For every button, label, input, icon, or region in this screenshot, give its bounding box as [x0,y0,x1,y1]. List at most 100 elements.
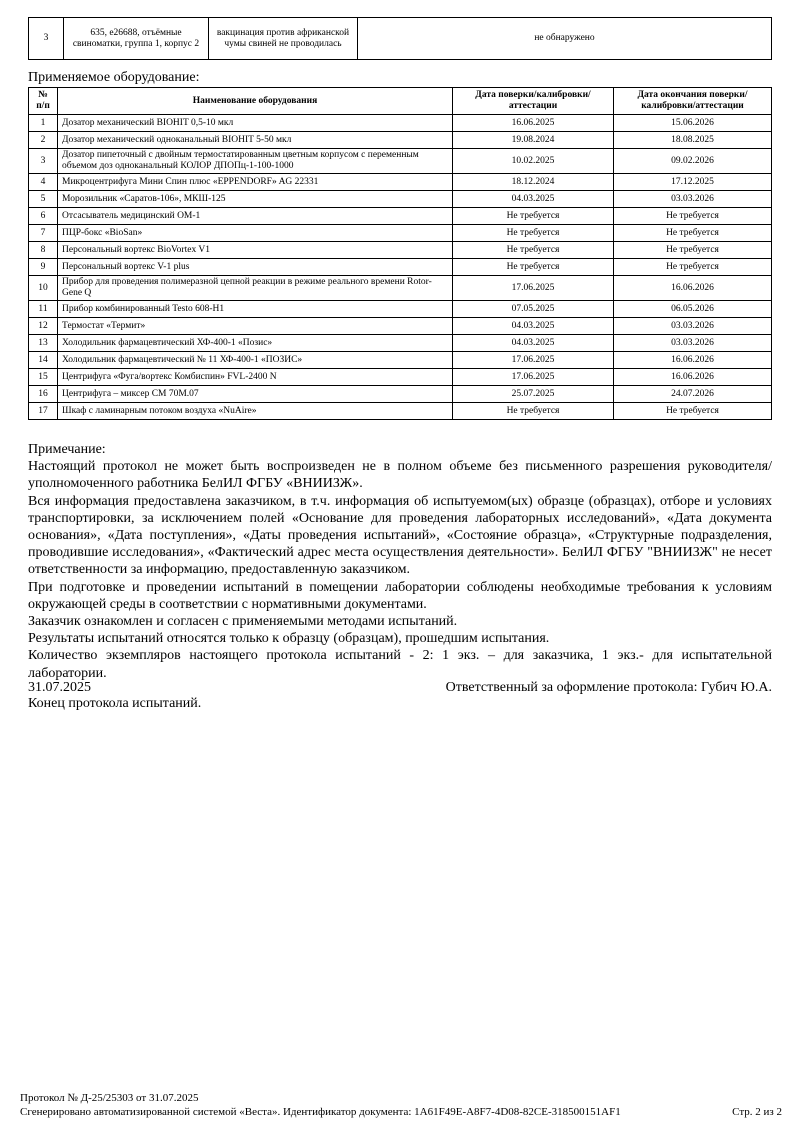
header-name: Наименование оборудования [57,87,453,115]
expiry-date: 16.06.2026 [613,351,772,369]
row-number: 1 [28,114,58,132]
equipment-name: Дозатор пипеточный с двойным термостатир… [57,148,453,174]
expiry-date: 17.12.2025 [613,173,772,191]
table-row: 1 Дозатор механический BIOHIT 0,5-10 мкл 1… [28,114,772,132]
footer-generated: Сгенерировано автоматизированной системо… [20,1106,621,1118]
table-row: 11 Прибор комбинированный Testo 608-H1 07.… [28,300,772,318]
verification-date: Не требуется [452,224,614,242]
table-row: 5 Морозильник «Саратов-106», МКШ-125 04.03… [28,190,772,208]
row-number: 17 [28,402,58,420]
verification-date: Не требуется [452,207,614,225]
expiry-date: 09.02.2026 [613,148,772,174]
equipment-name: Морозильник «Саратов-106», МКШ-125 [57,190,453,208]
table-row: 17 Шкаф с ламинарным потоком воздуха «NuA… [28,402,772,420]
expiry-date: 16.06.2026 [613,368,772,386]
note-paragraph: Заказчик ознакомлен и согласен с применя… [28,614,458,630]
equipment-name: Холодильник фармацевтический № 11 ХФ-400… [57,351,453,369]
expiry-date: 03.03.2026 [613,334,772,352]
table-row: 13 Холодильник фармацевтический ХФ-400-1 … [28,334,772,352]
verification-date: 16.06.2025 [452,114,614,132]
row-number: 14 [28,351,58,369]
equipment-label: Применяемое оборудование: [28,70,200,85]
equipment-name: Дозатор механический одноканальный BIOHI… [57,131,453,149]
notes-section: Примечание: Настоящий протокол не может … [28,441,772,682]
protocol-date: 31.07.2025 [28,680,91,695]
equipment-name: Микроцентрифуга Мини Спин плюс «EPPENDOR… [57,173,453,191]
equipment-name: Прибор комбинированный Testo 608-H1 [57,300,453,318]
row-number: 13 [28,334,58,352]
equipment-name: ПЦР-бокс «BioSan» [57,224,453,242]
result-cell: не обнаружено [357,17,772,60]
verification-date: 04.03.2025 [452,190,614,208]
equipment-name: Термостат «Термит» [57,317,453,335]
verification-date: 17.06.2025 [452,351,614,369]
table-row: 8 Персональный вортекс BioVortex V1 Не тре… [28,241,772,259]
equipment-table: № п/п Наименование оборудования Дата пов… [28,87,772,420]
equipment-name: Отсасыватель медицинский ОМ-1 [57,207,453,225]
expiry-date: 03.03.2026 [613,190,772,208]
verification-date: 07.05.2025 [452,300,614,318]
row-number: 6 [28,207,58,225]
row-number: 11 [28,300,58,318]
verification-date: 10.02.2025 [452,148,614,174]
row-number: 3 [28,17,64,60]
equipment-name: Центрифуга – миксер СМ 70М.07 [57,385,453,403]
expiry-date: 18.08.2025 [613,131,772,149]
header-end: Дата окончания поверки/калибровки/аттест… [613,87,772,115]
table-row: 10 Прибор для проведения полимеразной цеп… [28,275,772,301]
verification-date: Не требуется [452,402,614,420]
footer-protocol: Протокол № Д-25/25303 от 31.07.2025 [20,1092,199,1104]
verification-date: 17.06.2025 [452,275,614,301]
expiry-date: 15.06.2026 [613,114,772,132]
equipment-name: Центрифуга «Фуга/вортекс Комбиспин» FVL-… [57,368,453,386]
table-row: 15 Центрифуга «Фуга/вортекс Комбиспин» FV… [28,368,772,386]
note-paragraph: Настоящий протокол не может быть воспрои… [28,459,772,492]
header-num: № п/п [28,87,58,115]
note-paragraph: Результаты испытаний относятся только к … [28,631,550,647]
end-of-protocol: Конец протокола испытаний. [28,696,202,711]
equipment-name: Персональный вортекс V-1 plus [57,258,453,276]
table-row: 9 Персональный вортекс V-1 plus Не требует… [28,258,772,276]
verification-date: 18.12.2024 [452,173,614,191]
expiry-date: 24.07.2026 [613,385,772,403]
table-row: 6 Отсасыватель медицинский ОМ-1 Не требует… [28,207,772,225]
expiry-date: Не требуется [613,207,772,225]
equipment-name: Дозатор механический BIOHIT 0,5-10 мкл [57,114,453,132]
expiry-date: 06.05.2026 [613,300,772,318]
verification-date: 25.07.2025 [452,385,614,403]
equipment-name: Прибор для проведения полимеразной цепно… [57,275,453,301]
row-number: 7 [28,224,58,242]
equipment-name: Холодильник фармацевтический ХФ-400-1 «П… [57,334,453,352]
expiry-date: Не требуется [613,224,772,242]
note-paragraph: Количество экземпляров настоящего проток… [28,648,772,681]
expiry-date: Не требуется [613,241,772,259]
expiry-date: 03.03.2026 [613,317,772,335]
vaccination-cell: вакцинация против африканской чумы свине… [208,17,358,60]
results-table: 3 635, е26688, отъёмные свиноматки, груп… [28,17,772,60]
row-number: 2 [28,131,58,149]
table-row: 7 ПЦР-бокс «BioSan» Не требуется Не требует… [28,224,772,242]
expiry-date: Не требуется [613,258,772,276]
verification-date: Не требуется [452,241,614,259]
notes-title: Примечание: [28,442,106,457]
row-number: 16 [28,385,58,403]
table-row: 2 Дозатор механический одноканальный BIOH… [28,131,772,149]
table-row: 3 Дозатор пипеточный с двойным термостати… [28,148,772,174]
page-number: Стр. 2 из 2 [732,1106,782,1118]
responsible-person: Ответственный за оформление протокола: Г… [445,680,772,695]
sample-cell: 635, е26688, отъёмные свиноматки, группа… [63,17,209,60]
table-row: 14 Холодильник фармацевтический № 11 ХФ-4… [28,351,772,369]
row-number: 4 [28,173,58,191]
table-row: 16 Центрифуга – миксер СМ 70М.07 25.07.202… [28,385,772,403]
equipment-name: Шкаф с ламинарным потоком воздуха «NuAir… [57,402,453,420]
page-footer: Протокол № Д-25/25303 от 31.07.2025 Сген… [20,1091,782,1119]
row-number: 12 [28,317,58,335]
row-number: 8 [28,241,58,259]
table-row: 4 Микроцентрифуга Мини Спин плюс «EPPENDO… [28,173,772,191]
expiry-date: 16.06.2026 [613,275,772,301]
row-number: 5 [28,190,58,208]
signature-block: 31.07.2025 Ответственный за оформление п… [28,680,772,712]
table-row: 12 Термостат «Термит» 04.03.2025 03.03.2026 [28,317,772,335]
verification-date: 04.03.2025 [452,334,614,352]
verification-date: Не требуется [452,258,614,276]
